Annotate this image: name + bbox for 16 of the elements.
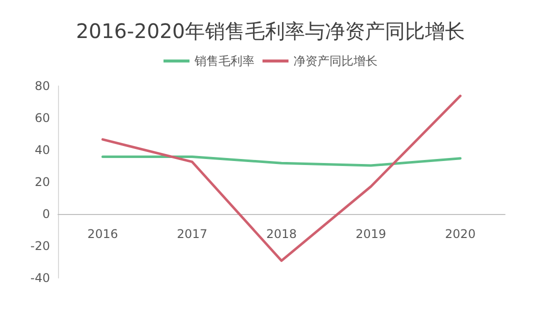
y-tick-label: 40 (34, 143, 50, 157)
x-tick-label: 2017 (176, 227, 208, 241)
legend-label: 销售毛利率 (194, 54, 254, 68)
y-tick-label: -40 (30, 271, 50, 285)
x-tick-label: 2019 (356, 227, 386, 241)
y-tick-label: 60 (34, 111, 50, 125)
x-tick-label: 2016 (87, 227, 118, 241)
y-tick-label: 20 (34, 175, 50, 189)
x-tick-label: 2020 (445, 227, 476, 241)
chart-title: 2016-2020年销售毛利率与净资产同比增长 (76, 19, 466, 43)
y-tick-label: -20 (30, 239, 50, 253)
x-tick-label: 2018 (266, 227, 297, 241)
y-tick-label: 0 (42, 207, 50, 221)
y-tick-label: 80 (34, 79, 50, 93)
line-series (101, 155, 462, 167)
legend-label: 净资产同比增长 (294, 54, 378, 68)
